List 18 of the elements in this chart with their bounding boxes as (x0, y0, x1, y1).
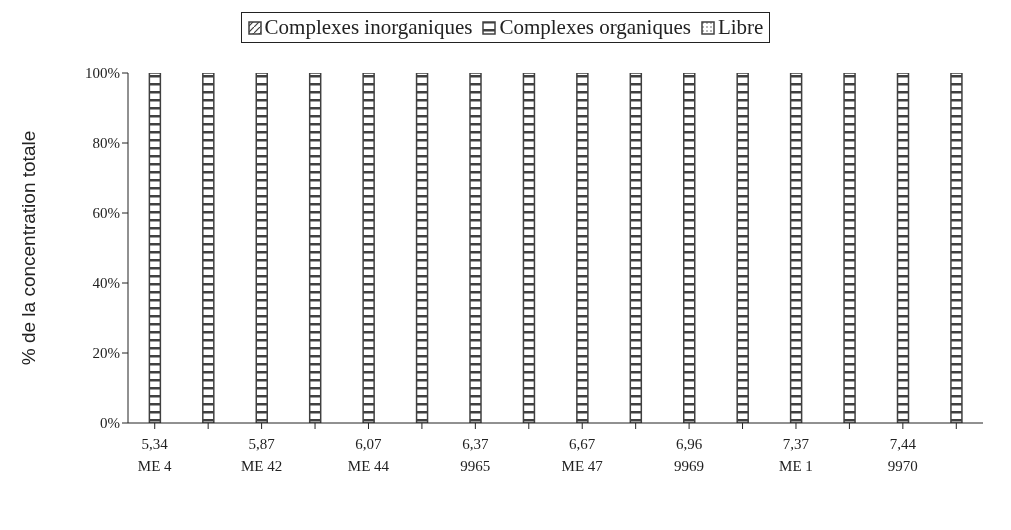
legend-label: Complexes inorganiques (263, 15, 473, 40)
y-tick-label: 20% (92, 345, 120, 362)
x-tick-label: 7,37 ME 1 (779, 436, 813, 474)
series-label: Complexes organiques (498, 15, 691, 40)
y-axis-title: % de la concentration totale (17, 130, 39, 366)
x-tick-label: 5,87 ME 42 (240, 436, 283, 474)
y-tick-label: 80% (92, 135, 120, 152)
x-tick-label: 6,96 9969 (674, 436, 705, 474)
y-tick-label: 100% (85, 65, 120, 82)
x-tick-label: 5,34 ME 4 (137, 436, 173, 474)
y-tick-label: 0% (100, 415, 120, 432)
x-tick-label: 6,07 ME 44 (347, 436, 390, 474)
y-tick-label: 60% (92, 205, 120, 222)
legend-label: Libre (716, 15, 764, 40)
y-tick-label: 40% (92, 275, 120, 292)
x-tick-label: 7,44 9970 (887, 436, 918, 474)
x-tick-label: 6,37 9965 (460, 436, 491, 474)
x-tick-label: 6,67 ME 47 (561, 436, 604, 474)
